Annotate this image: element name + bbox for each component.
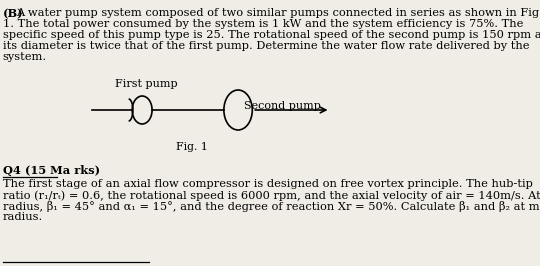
Text: The first stage of an axial flow compressor is designed on free vortex principle: The first stage of an axial flow compres… [3,179,533,189]
Text: Second pump: Second pump [244,101,321,111]
Text: radius, β₁ = 45° and α₁ = 15°, and the degree of reaction Xr = 50%. Calculate β₁: radius, β₁ = 45° and α₁ = 15°, and the d… [3,201,540,212]
Text: system.: system. [3,52,47,62]
Text: Q4 (15 Ma rks): Q4 (15 Ma rks) [3,165,100,176]
Text: First pump: First pump [115,79,178,89]
Text: ratio (r₁/rₜ) = 0.6, the rotational speed is 6000 rpm, and the axial velocity of: ratio (r₁/rₜ) = 0.6, the rotational spee… [3,190,540,201]
Text: radius.: radius. [3,212,43,222]
Text: (B): (B) [3,8,23,19]
Text: Fig. 1: Fig. 1 [176,142,208,152]
Text: A water pump system composed of two similar pumps connected in series as shown i: A water pump system composed of two simi… [16,8,540,18]
Text: its diameter is twice that of the first pump. Determine the water flow rate deli: its diameter is twice that of the first … [3,41,529,51]
Text: 1. The total power consumed by the system is 1 kW and the system efficiency is 7: 1. The total power consumed by the syste… [3,19,523,29]
Text: specific speed of this pump type is 25. The rotational speed of the second pump : specific speed of this pump type is 25. … [3,30,540,40]
